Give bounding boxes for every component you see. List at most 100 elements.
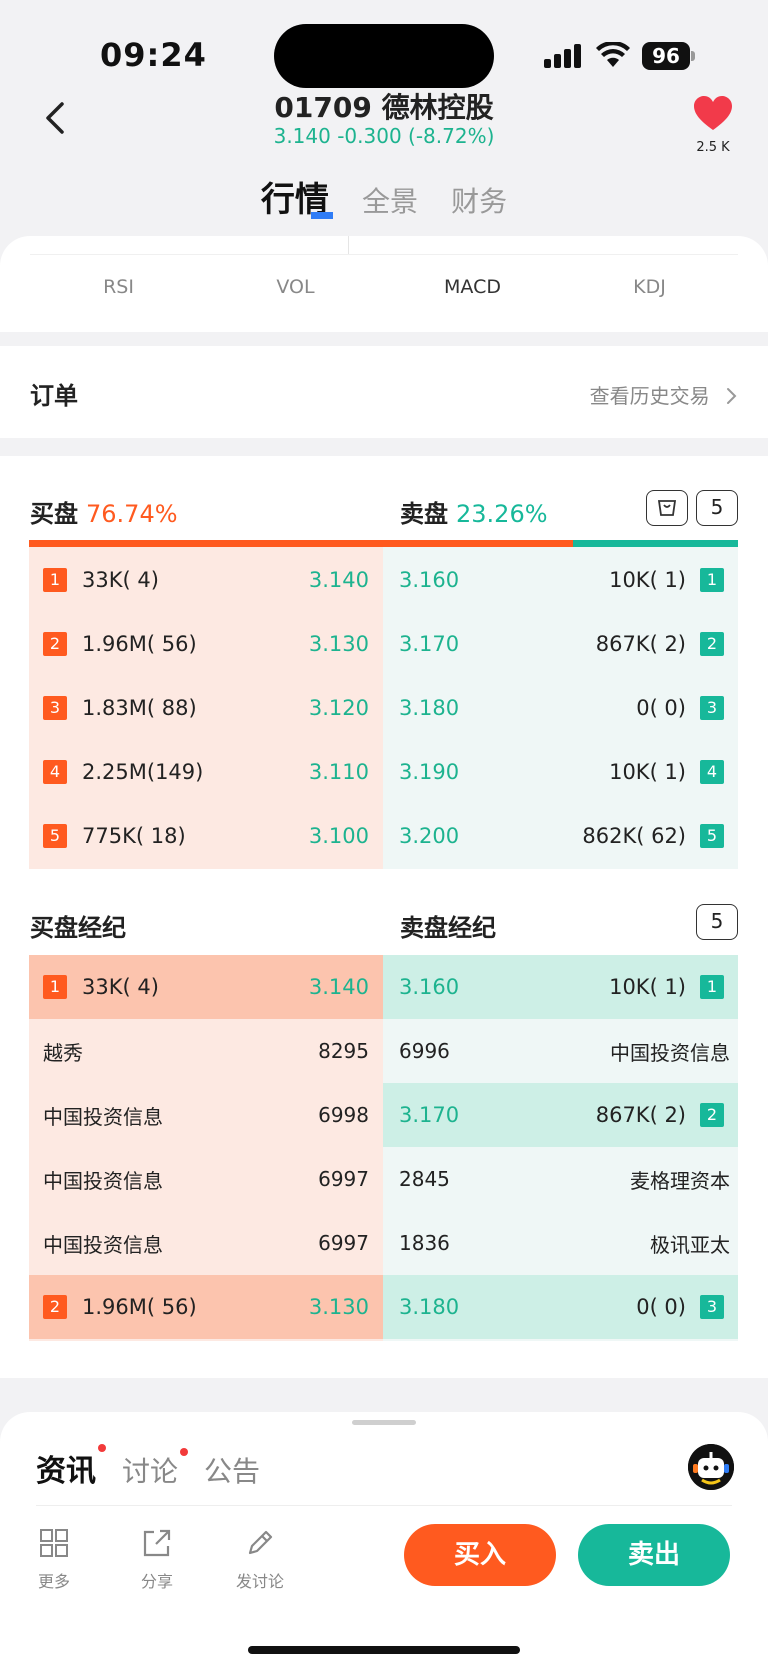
- ask-row[interactable]: 3.170 867K( 2) 2: [383, 612, 738, 676]
- robot-icon: [688, 1444, 734, 1490]
- tab-vol[interactable]: VOL: [276, 276, 315, 298]
- broker-row[interactable]: 中国投资信息 6998: [29, 1083, 383, 1147]
- buy-button[interactable]: 买入: [404, 1524, 556, 1586]
- sell-ratio-fill: [573, 540, 738, 547]
- history-trades-label: 查看历史交易: [589, 384, 710, 408]
- ask-quantity: 10K( 1): [609, 760, 686, 784]
- broker-code: 1836: [399, 1231, 450, 1255]
- ask-price: 3.190: [399, 760, 460, 784]
- broker-name: 极讯亚太: [650, 1232, 730, 1257]
- divider: [348, 236, 349, 254]
- broker-name: 麦格理资本: [630, 1168, 730, 1193]
- sell-level-quantity: 867K( 2): [595, 1103, 686, 1127]
- broker-row[interactable]: 6996 中国投资信息: [383, 1019, 738, 1083]
- bid-row[interactable]: 1 33K( 4) 3.140: [29, 548, 383, 612]
- sell-level-row[interactable]: 3.180 0( 0) 3: [383, 1275, 738, 1339]
- tab-rsi[interactable]: RSI: [103, 276, 134, 298]
- tab-news-label: 资讯: [36, 1454, 96, 1489]
- ask-rank: 1: [700, 568, 724, 592]
- buy-ratio-fill: [29, 540, 574, 547]
- tab-discussion[interactable]: 讨论: [122, 1448, 189, 1490]
- broker-name: 中国投资信息: [610, 1040, 730, 1065]
- sell-level-quantity: 0( 0): [636, 1295, 686, 1319]
- broker-code: 8295: [318, 1039, 369, 1063]
- sell-level-rank: 2: [700, 1103, 724, 1127]
- tab-macd[interactable]: MACD: [444, 276, 501, 298]
- ask-row[interactable]: 3.160 10K( 1) 1: [383, 548, 738, 612]
- indicator-tabs: RSI VOL MACD KDJ: [30, 276, 738, 298]
- share-icon: [143, 1529, 171, 1557]
- bids-column: [29, 547, 383, 869]
- indicator-card: [0, 236, 768, 332]
- home-indicator: [248, 1646, 520, 1654]
- top-tabs: 行情 全景 财务: [0, 172, 768, 221]
- bid-rank: 5: [43, 824, 67, 848]
- bid-price: 3.100: [308, 824, 369, 848]
- shopping-bag-icon: [657, 500, 677, 516]
- sell-level-row[interactable]: 3.170 867K( 2) 2: [383, 1083, 738, 1147]
- pencil-icon: [248, 1530, 273, 1555]
- sell-level-price: 3.180: [399, 1295, 460, 1319]
- tab-announcements[interactable]: 公告: [204, 1455, 261, 1488]
- broker-row[interactable]: 2845 麦格理资本: [383, 1147, 738, 1211]
- buy-percent: 76.74%: [86, 500, 178, 528]
- broker-row[interactable]: 1836 极讯亚太: [383, 1211, 738, 1275]
- ask-quantity: 867K( 2): [595, 632, 686, 656]
- sell-level-price: 3.160: [399, 975, 460, 999]
- tab-finance[interactable]: 财务: [451, 185, 508, 218]
- buy-level-price: 3.130: [308, 1295, 369, 1319]
- broker-row[interactable]: 中国投资信息 6997: [29, 1211, 383, 1275]
- sell-level-row[interactable]: 3.160 10K( 1) 1: [383, 955, 738, 1019]
- favorite-button[interactable]: 2.5 K: [690, 96, 736, 155]
- chevron-left-icon: [46, 102, 64, 134]
- stock-title: 01709 德林控股: [274, 91, 494, 124]
- stock-quote: 3.140 -0.300 (-8.72%): [273, 124, 495, 148]
- broker-name: 越秀: [43, 1040, 83, 1065]
- sell-button[interactable]: 卖出: [578, 1524, 730, 1586]
- bid-row[interactable]: 5 775K( 18) 3.100: [29, 804, 383, 868]
- book-toggle-button[interactable]: [646, 490, 688, 526]
- tab-discussion-label: 讨论: [122, 1455, 179, 1488]
- buy-level-row[interactable]: 2 1.96M( 56) 3.130: [29, 1275, 383, 1339]
- buy-broker-label: 买盘经纪: [30, 914, 126, 942]
- tab-kdj[interactable]: KDJ: [633, 276, 666, 298]
- tab-overview[interactable]: 全景: [361, 185, 418, 218]
- ask-row[interactable]: 3.180 0( 0) 3: [383, 676, 738, 740]
- ask-price: 3.170: [399, 632, 460, 656]
- broker-name: 中国投资信息: [43, 1232, 163, 1257]
- bid-quantity: 775K( 18): [82, 824, 186, 848]
- post-discussion-button[interactable]: 发讨论: [228, 1528, 292, 1592]
- tab-news[interactable]: 资讯: [36, 1444, 106, 1490]
- buy-level-row[interactable]: 1 33K( 4) 3.140: [29, 955, 383, 1019]
- depth-selector[interactable]: 5: [696, 490, 738, 526]
- broker-row[interactable]: 中国投资信息 6997: [29, 1147, 383, 1211]
- ask-price: 3.200: [399, 824, 460, 848]
- divider: [36, 1505, 732, 1506]
- more-button[interactable]: 更多: [22, 1528, 86, 1592]
- order-section: [0, 346, 768, 438]
- ask-row[interactable]: 3.200 862K( 62) 5: [383, 804, 738, 868]
- share-button[interactable]: 分享: [125, 1528, 189, 1592]
- ai-assistant-button[interactable]: [688, 1444, 734, 1490]
- bid-price: 3.110: [308, 760, 369, 784]
- bid-price: 3.140: [308, 568, 369, 592]
- bid-price: 3.130: [308, 632, 369, 656]
- bid-row[interactable]: 4 2.25M(149) 3.110: [29, 740, 383, 804]
- sell-level-rank: 1: [700, 975, 724, 999]
- broker-row[interactable]: 越秀 8295: [29, 1019, 383, 1083]
- ask-row[interactable]: 3.190 10K( 1) 4: [383, 740, 738, 804]
- broker-depth-selector[interactable]: 5: [696, 904, 738, 940]
- back-button[interactable]: [36, 96, 76, 140]
- unread-dot: [180, 1448, 189, 1456]
- ask-price: 3.180: [399, 696, 460, 720]
- battery-icon: 96: [642, 42, 696, 70]
- history-trades-link[interactable]: 查看历史交易: [590, 380, 738, 409]
- buy-level-quantity: 1.96M( 56): [82, 1295, 197, 1319]
- tab-market[interactable]: 行情: [261, 172, 333, 221]
- buy-level-rank: 2: [43, 1295, 67, 1319]
- sheet-drag-handle[interactable]: [352, 1420, 416, 1425]
- order-title: 订单: [30, 382, 78, 410]
- grid-icon: [40, 1529, 68, 1557]
- bid-row[interactable]: 3 1.83M( 88) 3.120: [29, 676, 383, 740]
- bid-row[interactable]: 2 1.96M( 56) 3.130: [29, 612, 383, 676]
